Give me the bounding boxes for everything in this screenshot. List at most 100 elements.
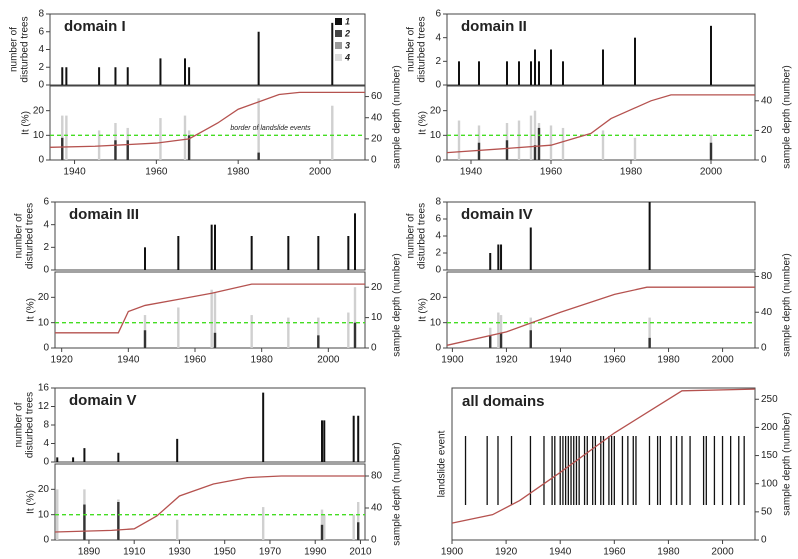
it-bar — [648, 337, 651, 348]
x-tick-label: 2000 — [711, 355, 734, 366]
bottom-frame — [54, 463, 366, 541]
x-tick-label: 1920 — [51, 355, 74, 366]
bottom-frame — [49, 85, 366, 161]
disturbance-bar — [184, 58, 186, 85]
it-bar — [317, 335, 320, 348]
disturbance-bar — [550, 49, 552, 85]
it-bar — [505, 140, 509, 160]
it-bar — [499, 315, 503, 348]
disturbance-bar — [634, 37, 636, 85]
sample-depth-line — [451, 388, 756, 524]
disturbance-bar — [352, 415, 355, 462]
disturbance-bar — [177, 236, 180, 270]
y-tick-label: 40 — [761, 95, 773, 106]
panel-title: domain II — [461, 18, 527, 35]
disturbance-bar — [648, 202, 651, 270]
disturbance-bar — [65, 67, 68, 85]
x-tick-label: 1900 — [441, 547, 464, 558]
y-tick-label: 80 — [761, 271, 773, 282]
event-y-label: landslide event — [437, 430, 448, 497]
it-bar — [529, 115, 533, 160]
legend-label: 2 — [344, 28, 350, 38]
y-tick-label: 20 — [430, 292, 442, 303]
it-bar — [537, 127, 541, 160]
disturbance-bar — [518, 61, 520, 85]
x-tick-label: 2000 — [309, 167, 332, 178]
it-y-label: It (%) — [26, 490, 37, 514]
y-tick-label: 10 — [371, 312, 383, 323]
disturbance-bar — [331, 22, 334, 85]
it-bar — [709, 142, 713, 160]
y-tick-label: 0 — [435, 155, 441, 166]
sample-depth-line — [446, 94, 755, 154]
it-bar — [117, 502, 120, 540]
sample-depth-line — [54, 475, 365, 533]
y-tick-label: 2 — [38, 62, 44, 73]
y-tick-label: 50 — [761, 506, 773, 517]
x-tick-label: 1960 — [603, 547, 626, 558]
x-tick-label: 1980 — [620, 167, 643, 178]
bottom-frame — [446, 271, 756, 349]
top-y-label: disturbed trees — [417, 203, 428, 269]
y-tick-label: 4 — [38, 44, 44, 55]
x-tick-label: 1950 — [214, 547, 237, 558]
x-tick-label: 1920 — [495, 547, 518, 558]
it-y-label: It (%) — [21, 111, 32, 135]
y-tick-label: 6 — [435, 9, 441, 20]
y-tick-label: 0 — [38, 155, 44, 166]
y-tick-label: 20 — [38, 484, 50, 495]
y-tick-label: 0 — [435, 343, 441, 354]
disturbance-bar — [710, 25, 712, 85]
disturbance-bar — [176, 438, 179, 462]
y-tick-label: 10 — [430, 317, 442, 328]
y-tick-label: 0 — [43, 265, 49, 276]
y-tick-label: 20 — [761, 125, 773, 136]
top-y-label: disturbed trees — [20, 16, 31, 82]
y-tick-label: 10 — [430, 130, 442, 141]
top-frame — [54, 201, 366, 271]
it-bar — [143, 330, 147, 348]
it-bar — [323, 514, 326, 540]
it-bar — [97, 130, 101, 160]
it-bar — [213, 332, 217, 348]
y-tick-label: 0 — [43, 343, 49, 354]
top-y-label: disturbed trees — [25, 203, 36, 269]
disturbance-bar — [602, 49, 604, 85]
it-bar — [187, 135, 191, 160]
it-bar — [457, 120, 461, 160]
top-y-label: number of — [406, 213, 417, 258]
x-tick-label: 1980 — [657, 547, 680, 558]
y-tick-label: 8 — [43, 420, 49, 431]
x-tick-label: 1940 — [117, 355, 140, 366]
it-bar — [517, 120, 521, 160]
x-tick-label: 1980 — [227, 167, 250, 178]
x-tick-label: 1920 — [495, 355, 518, 366]
it-bar — [317, 317, 320, 348]
panel-title: domain IV — [461, 206, 533, 223]
it-bar — [261, 507, 265, 540]
it-bar — [549, 125, 553, 160]
x-tick-label: 2010 — [349, 547, 372, 558]
it-bar — [257, 152, 260, 160]
disturbance-bar — [214, 224, 216, 270]
y-tick-label: 200 — [761, 422, 778, 433]
it-bar — [320, 524, 324, 540]
it-bar — [213, 292, 217, 348]
y-tick-label: 20 — [33, 105, 45, 116]
x-tick-label: 1980 — [251, 355, 274, 366]
disturbance-bar — [83, 448, 86, 462]
x-tick-label: 1940 — [549, 547, 572, 558]
disturbance-bar — [250, 236, 253, 270]
legend-label: 3 — [345, 40, 350, 50]
disturbance-bar — [98, 67, 101, 85]
disturbance-bar — [144, 247, 146, 270]
it-bar — [357, 502, 360, 540]
disturbance-bar — [159, 58, 162, 85]
it-bar — [210, 289, 213, 348]
y-tick-label: 40 — [371, 112, 383, 123]
x-tick-label: 2000 — [700, 167, 723, 178]
it-bar — [175, 519, 179, 540]
y-tick-label: 8 — [38, 9, 44, 20]
depth-y-label: sample depth (number) — [392, 442, 403, 545]
